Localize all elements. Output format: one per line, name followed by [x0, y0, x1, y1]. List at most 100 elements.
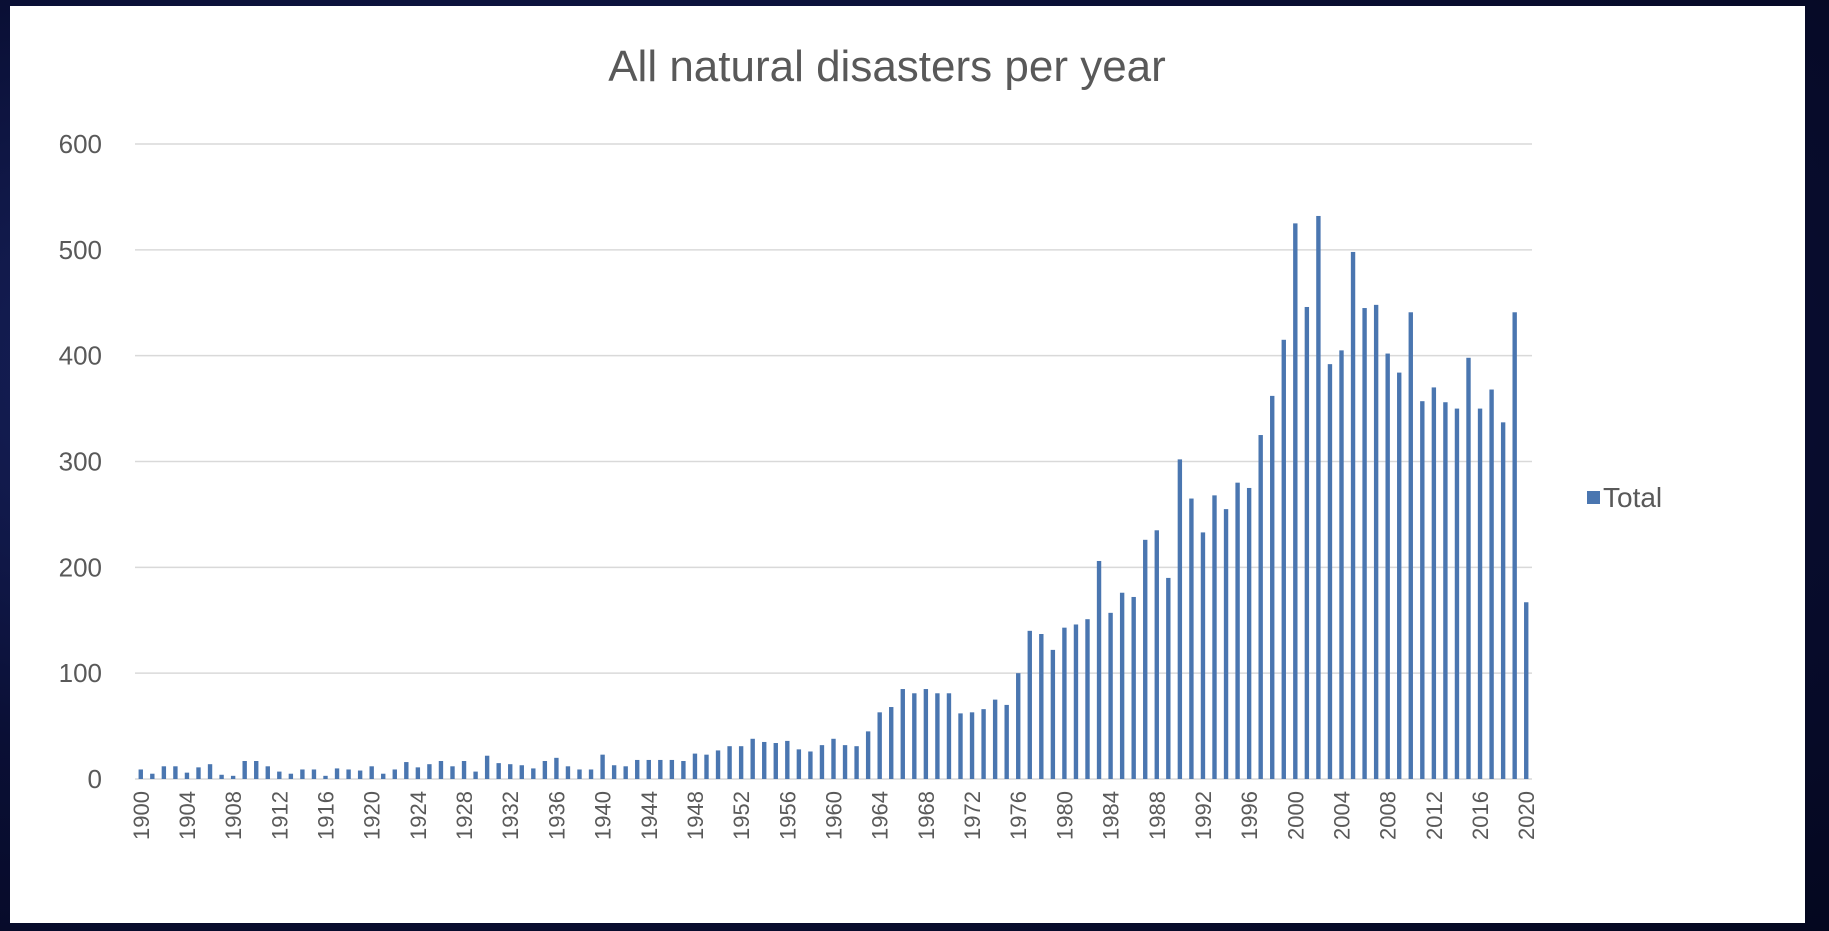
bar — [854, 746, 859, 779]
bar — [1466, 357, 1471, 779]
bar — [242, 761, 247, 779]
bar — [831, 738, 836, 779]
bar — [762, 741, 767, 779]
x-tick-label: 1996 — [1237, 791, 1262, 840]
bar — [727, 746, 732, 779]
bar — [1489, 389, 1494, 779]
bar — [1189, 498, 1194, 779]
bar — [173, 766, 178, 779]
bar — [1373, 304, 1379, 779]
bar — [796, 749, 802, 779]
x-tick-label: 1928 — [452, 791, 477, 840]
x-tick-label: 1912 — [267, 791, 292, 840]
bar — [230, 775, 236, 779]
bar — [1177, 459, 1183, 779]
bar — [738, 746, 744, 779]
y-tick-label: 500 — [59, 235, 102, 265]
bar — [1073, 624, 1079, 779]
bar — [184, 772, 190, 779]
bar — [427, 764, 432, 779]
bar — [288, 773, 294, 779]
bar — [369, 766, 374, 779]
bar — [554, 757, 559, 779]
bar — [958, 713, 963, 779]
bar — [1166, 577, 1171, 779]
bar — [635, 759, 640, 779]
x-tick-label: 1900 — [129, 791, 154, 840]
bar — [542, 761, 548, 779]
bar — [357, 770, 363, 779]
bar — [277, 771, 282, 779]
bar — [565, 766, 571, 779]
bar — [404, 762, 409, 779]
legend: Total — [1587, 482, 1662, 513]
x-tick-label: 1952 — [729, 791, 754, 840]
bar — [1304, 306, 1310, 779]
x-tick-label: 1980 — [1052, 791, 1077, 840]
x-axis-ticks: 1900 1904 1908 1912 1916 1920 1924 1928 1932 1936… — [129, 791, 1539, 840]
x-tick-label: 1916 — [314, 791, 339, 840]
bars — [138, 215, 1529, 779]
legend-label: Total — [1603, 482, 1662, 513]
bar — [623, 766, 628, 779]
bar — [1316, 215, 1321, 779]
bar — [946, 693, 952, 779]
bar — [450, 766, 455, 779]
bar — [531, 768, 536, 779]
bar — [1454, 408, 1460, 779]
bar — [588, 769, 594, 779]
x-tick-label: 1968 — [914, 791, 939, 840]
bar — [1443, 402, 1448, 779]
chart-panel: All natural disasters per year 0 100 200 30… — [10, 6, 1805, 923]
bar — [704, 754, 709, 779]
bar — [1004, 704, 1009, 779]
x-tick-label: 2004 — [1330, 791, 1355, 840]
bar — [1027, 630, 1032, 779]
bar — [1246, 487, 1252, 779]
bar — [935, 693, 940, 779]
bar — [496, 763, 501, 779]
x-tick-label: 1940 — [591, 791, 616, 840]
chart-title: All natural disasters per year — [608, 42, 1166, 91]
bar — [519, 765, 524, 779]
bar — [577, 769, 582, 779]
bar — [715, 750, 721, 779]
x-tick-label: 1988 — [1145, 791, 1170, 840]
bar — [1108, 612, 1113, 779]
bar — [1085, 619, 1090, 779]
bar — [334, 768, 340, 779]
bar — [1050, 649, 1056, 779]
bar — [692, 753, 698, 779]
legend-swatch — [1587, 491, 1600, 504]
bar — [415, 767, 421, 779]
bar — [346, 769, 351, 779]
bar — [219, 774, 224, 779]
bar — [1062, 627, 1067, 779]
bar — [981, 709, 986, 779]
bar — [1500, 422, 1506, 779]
x-tick-label: 2000 — [1283, 791, 1308, 840]
bar — [611, 765, 617, 779]
x-tick-label: 2020 — [1514, 791, 1539, 840]
x-tick-label: 1976 — [1006, 791, 1031, 840]
bar — [1327, 364, 1333, 779]
bar — [323, 775, 328, 779]
y-tick-label: 400 — [59, 341, 102, 371]
x-tick-label: 1908 — [221, 791, 246, 840]
bar — [1281, 339, 1286, 779]
x-tick-label: 1948 — [683, 791, 708, 840]
x-tick-label: 2016 — [1468, 791, 1493, 840]
bar — [1212, 495, 1217, 779]
bar — [161, 766, 167, 779]
bar — [658, 759, 663, 779]
bar — [1362, 308, 1367, 779]
x-tick-label: 2008 — [1376, 791, 1401, 840]
y-tick-label: 100 — [59, 658, 102, 688]
y-tick-label: 0 — [88, 764, 102, 794]
bar — [438, 761, 444, 779]
bar — [461, 761, 467, 779]
bar — [1350, 251, 1356, 779]
bar — [1524, 602, 1529, 779]
bar — [150, 773, 155, 779]
bar — [392, 769, 397, 779]
